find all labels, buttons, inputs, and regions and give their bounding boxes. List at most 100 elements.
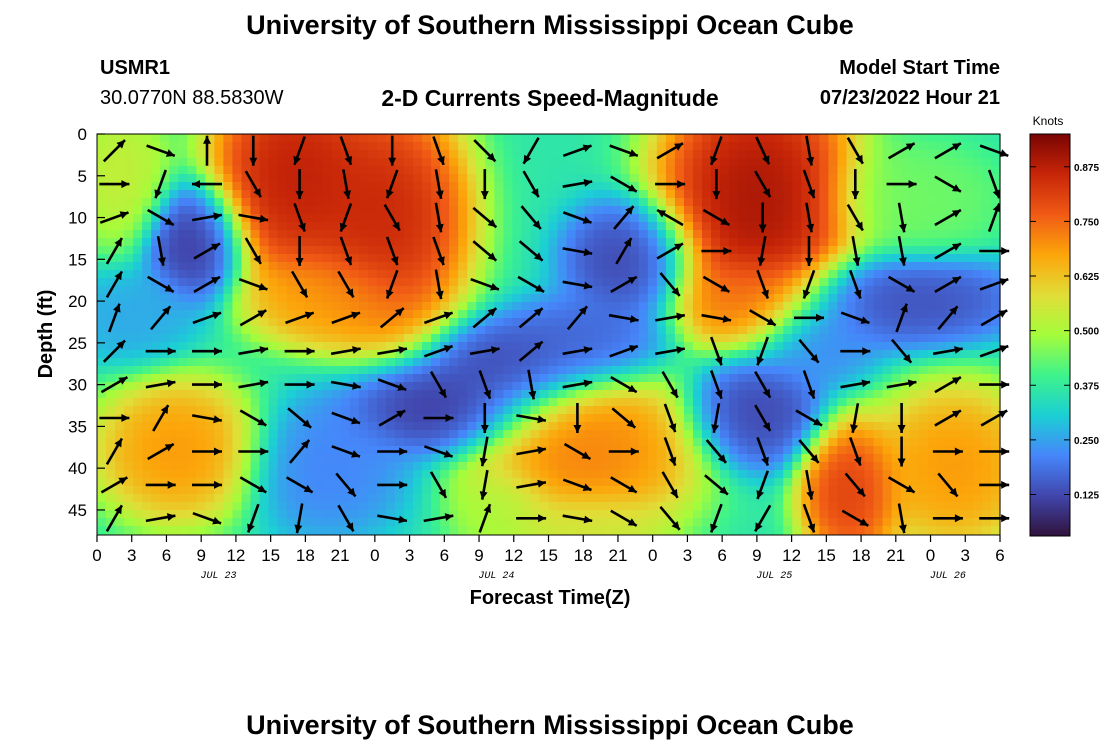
heat-cell <box>864 342 875 351</box>
heat-cell <box>692 142 703 151</box>
heat-cell <box>900 214 911 223</box>
heat-cell <box>449 238 459 247</box>
heat-cell <box>295 150 306 159</box>
heat-cell <box>882 414 893 423</box>
heat-cell <box>313 430 324 439</box>
heat-cell <box>936 302 947 311</box>
heat-cell <box>891 518 902 527</box>
heat-cell <box>295 454 306 463</box>
heat-cell <box>404 518 414 527</box>
heat-cell <box>404 182 414 191</box>
heat-cell <box>476 206 486 215</box>
heat-cell <box>178 246 188 255</box>
heat-cell <box>367 302 378 311</box>
heat-cell <box>142 518 152 527</box>
heat-cell <box>458 510 468 519</box>
heat-cell <box>133 222 143 231</box>
heat-cell <box>927 326 938 335</box>
heat-cell <box>196 342 206 351</box>
heat-cell <box>692 334 703 343</box>
heat-cell <box>783 398 793 407</box>
heat-cell <box>891 262 902 271</box>
heat-cell <box>268 430 279 439</box>
heat-cell <box>169 134 179 143</box>
heat-cell <box>340 358 351 367</box>
heat-cell <box>774 206 784 215</box>
heat-cell <box>656 134 667 143</box>
heat-cell <box>575 318 586 327</box>
heat-cell <box>277 318 288 327</box>
heat-cell <box>449 462 459 471</box>
heat-cell <box>394 134 405 143</box>
heat-cell <box>990 374 1001 383</box>
heat-cell <box>936 174 947 183</box>
heat-cell <box>394 366 405 375</box>
heat-cell <box>711 286 721 295</box>
heat-cell <box>828 398 839 407</box>
heat-cell <box>927 470 938 479</box>
heat-cell <box>440 206 450 215</box>
heat-cell <box>485 278 495 287</box>
heat-cell <box>340 502 351 511</box>
heat-cell <box>503 438 513 447</box>
heat-cell <box>241 398 252 407</box>
heat-cell <box>413 454 423 463</box>
heat-cell <box>187 214 197 223</box>
heat-cell <box>494 254 504 263</box>
heat-cell <box>855 342 866 351</box>
heat-cell <box>548 518 559 527</box>
heat-cell <box>656 358 667 367</box>
heat-cell <box>467 334 477 343</box>
heat-cell <box>972 318 983 327</box>
heat-cell <box>611 462 622 471</box>
heat-cell <box>783 358 793 367</box>
heat-cell <box>169 518 179 527</box>
heat-cell <box>846 486 857 495</box>
heat-cell <box>972 406 983 415</box>
heat-cell <box>819 134 830 143</box>
heat-cell <box>963 134 974 143</box>
heat-cell <box>449 486 459 495</box>
heat-cell <box>286 230 297 239</box>
heat-cell <box>566 302 577 311</box>
heat-cell <box>837 206 848 215</box>
heat-cell <box>855 446 866 455</box>
heat-cell <box>900 390 911 399</box>
heat-cell <box>404 326 414 335</box>
heat-cell <box>467 254 477 263</box>
heat-cell <box>819 526 830 535</box>
heat-cell <box>376 174 387 183</box>
heat-cell <box>467 398 477 407</box>
heat-cell <box>124 390 134 399</box>
heat-cell <box>972 374 983 383</box>
heat-cell <box>765 166 775 175</box>
heat-cell <box>250 174 261 183</box>
heat-cell <box>918 478 929 487</box>
heat-cell <box>277 502 288 511</box>
heat-cell <box>900 454 911 463</box>
heat-cell <box>358 286 369 295</box>
heat-cell <box>467 174 477 183</box>
heat-cell <box>927 222 938 231</box>
heat-cell <box>891 174 902 183</box>
heat-cell <box>494 286 504 295</box>
heat-cell <box>792 262 802 271</box>
heat-cell <box>828 526 839 535</box>
heat-cell <box>232 518 243 527</box>
heat-cell <box>440 190 450 199</box>
heat-cell <box>259 254 270 263</box>
heat-cell <box>259 294 270 303</box>
heat-cell <box>936 510 947 519</box>
heat-cell <box>566 166 577 175</box>
heat-cell <box>720 366 730 375</box>
heat-cell <box>891 286 902 295</box>
heat-cell <box>855 398 866 407</box>
heat-cell <box>133 478 143 487</box>
heat-cell <box>250 142 261 151</box>
heat-cell <box>178 310 188 319</box>
heat-cell <box>819 518 830 527</box>
heat-cell <box>124 246 134 255</box>
heat-cell <box>584 366 595 375</box>
heat-cell <box>936 486 947 495</box>
heat-cell <box>954 254 965 263</box>
